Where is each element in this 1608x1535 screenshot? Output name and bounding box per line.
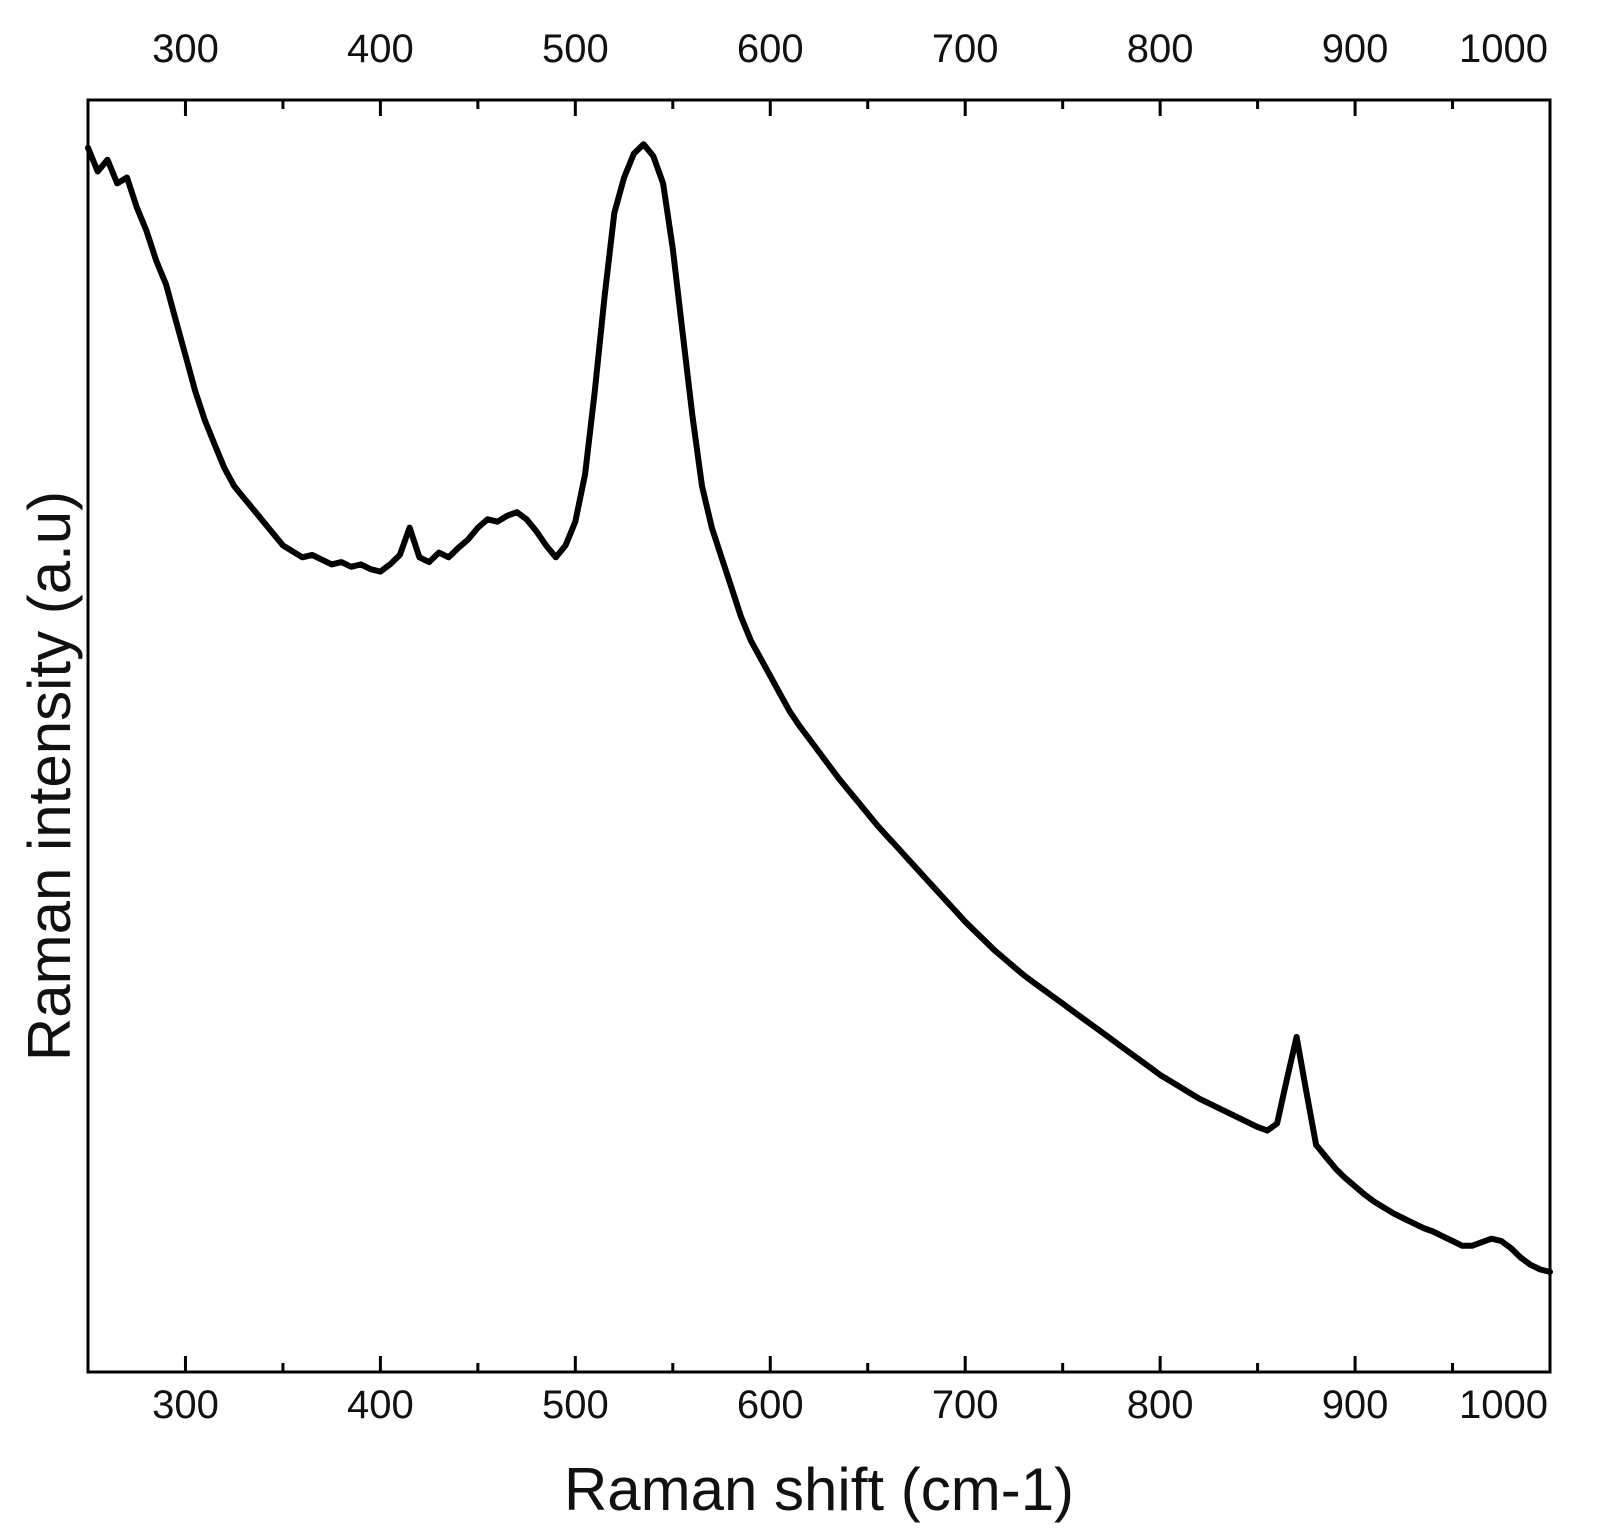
x-tick-label-bottom: 900	[1322, 1383, 1389, 1427]
x-tick-label-bottom: 300	[152, 1383, 219, 1427]
x-tick-label-top: 1000	[1459, 27, 1548, 71]
x-tick-label-bottom: 400	[347, 1383, 414, 1427]
y-axis-title: Raman intensity (a.u)	[16, 491, 83, 1061]
x-tick-label-bottom: 700	[932, 1383, 999, 1427]
x-tick-label-bottom: 600	[737, 1383, 804, 1427]
x-tick-label-top: 300	[152, 27, 219, 71]
x-tick-label-top: 500	[542, 27, 609, 71]
x-tick-label-bottom: 800	[1127, 1383, 1194, 1427]
x-tick-label-top: 700	[932, 27, 999, 71]
x-tick-label-bottom: 500	[542, 1383, 609, 1427]
x-axis-title: Raman shift (cm-1)	[564, 1456, 1074, 1523]
x-tick-label-top: 400	[347, 27, 414, 71]
x-axis-top-tick-labels: 300 400 500 600 700 800 900 1000	[152, 27, 1548, 71]
tick-marks	[86, 100, 1552, 1372]
plot-frame	[86, 98, 1552, 1374]
x-tick-label-top: 900	[1322, 27, 1389, 71]
spectrum-line	[85, 141, 1553, 1275]
x-axis-bottom-tick-labels: 300 400 500 600 700 800 900 1000	[152, 1383, 1548, 1427]
x-tick-label-bottom: 1000	[1459, 1383, 1548, 1427]
x-tick-label-top: 800	[1127, 27, 1194, 71]
x-tick-label-top: 600	[737, 27, 804, 71]
